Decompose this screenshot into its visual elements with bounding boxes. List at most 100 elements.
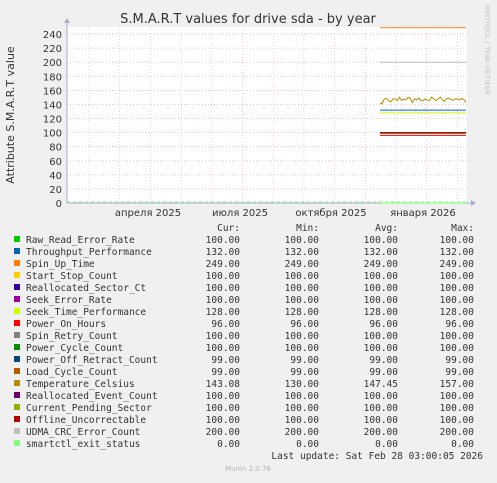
legend-swatch — [14, 260, 20, 266]
legend-value-avg: 100.00 — [364, 235, 399, 246]
legend-value-avg: 100.00 — [364, 391, 399, 402]
legend-value-max: 100.00 — [440, 271, 475, 282]
y-axis-arrow — [64, 18, 70, 23]
y-tick-label: 60 — [49, 157, 62, 168]
legend-value-cur: 132.00 — [206, 247, 241, 258]
legend-value-avg: 147.45 — [364, 379, 398, 390]
plot-area — [67, 27, 467, 203]
legend-series-name: Load_Cycle_Count — [26, 367, 118, 378]
legend-value-min: 200.00 — [285, 427, 320, 438]
legend-series-name: Power_On_Hours — [26, 319, 106, 330]
legend-value-avg: 128.00 — [364, 307, 399, 318]
legend-swatch — [14, 440, 20, 446]
legend-series-name: UDMA_CRC_Error_Count — [26, 427, 140, 438]
legend-swatch — [14, 404, 20, 410]
legend-value-cur: 200.00 — [206, 427, 241, 438]
legend-series-name: smartctl_exit_status — [26, 439, 140, 450]
legend-value-min: 100.00 — [285, 403, 320, 414]
legend-series-name: Temperature_Celsius — [26, 379, 135, 390]
legend-value-avg: 0.00 — [375, 439, 398, 450]
legend-value-avg: 99.00 — [369, 355, 398, 366]
legend-value-cur: 143.08 — [206, 379, 241, 390]
munin-footer: Munin 2.0.76 — [225, 465, 271, 473]
legend-swatch — [14, 428, 20, 434]
legend-value-max: 132.00 — [440, 247, 475, 258]
legend-series-name: Spin_Up_Time — [26, 259, 95, 270]
y-axis-label: Attribute S.M.A.R.T value — [4, 46, 17, 184]
legend-value-min: 100.00 — [285, 235, 320, 246]
legend-swatch — [14, 416, 20, 422]
legend-value-max: 99.00 — [445, 367, 474, 378]
legend-value-cur: 96.00 — [211, 319, 240, 330]
legend-series-name: Throughput_Performance — [26, 247, 152, 258]
legend-swatch — [14, 380, 20, 386]
legend-series-name: Spin_Retry_Count — [26, 331, 118, 342]
last-update: Last update: Sat Feb 28 03:00:05 2026 — [271, 451, 483, 462]
legend-series-name: Reallocated_Event_Count — [26, 391, 158, 402]
legend-value-avg: 100.00 — [364, 415, 399, 426]
y-tick-label: 220 — [43, 44, 62, 55]
legend-value-max: 200.00 — [440, 427, 475, 438]
y-tick-label: 20 — [49, 185, 62, 196]
legend-value-avg: 249.00 — [364, 259, 399, 270]
legend-value-min: 100.00 — [285, 415, 320, 426]
legend-value-min: 99.00 — [290, 355, 319, 366]
legend-series-name: Seek_Time_Performance — [26, 307, 146, 318]
legend-value-avg: 100.00 — [364, 271, 399, 282]
legend-swatch — [14, 272, 20, 278]
x-tick-label: октября 2025 — [295, 208, 366, 219]
legend-value-cur: 0.00 — [217, 439, 240, 450]
legend-value-max: 99.00 — [445, 355, 474, 366]
legend-value-min: 99.00 — [290, 367, 319, 378]
legend-value-avg: 200.00 — [364, 427, 399, 438]
legend-series-name: Offline_Uncorrectable — [26, 415, 146, 426]
legend-value-max: 100.00 — [440, 391, 475, 402]
legend-value-avg: 100.00 — [364, 343, 399, 354]
legend-swatch — [14, 236, 20, 242]
legend-value-max: 96.00 — [445, 319, 474, 330]
legend-series-name: Seek_Error_Rate — [26, 295, 112, 306]
legend-header: Max: — [451, 223, 474, 234]
legend-value-max: 0.00 — [451, 439, 474, 450]
legend-value-max: 100.00 — [440, 295, 475, 306]
legend-value-min: 100.00 — [285, 295, 320, 306]
legend-value-max: 128.00 — [440, 307, 475, 318]
legend-value-min: 132.00 — [285, 247, 320, 258]
y-tick-label: 160 — [43, 86, 62, 97]
legend-value-min: 100.00 — [285, 391, 320, 402]
legend-value-cur: 99.00 — [211, 367, 240, 378]
legend-value-min: 128.00 — [285, 307, 320, 318]
legend-swatch — [14, 248, 20, 254]
legend-value-min: 130.00 — [285, 379, 320, 390]
legend-value-cur: 128.00 — [206, 307, 241, 318]
legend-value-min: 100.00 — [285, 283, 320, 294]
x-tick-label: июля 2025 — [212, 208, 268, 219]
x-tick-label: января 2026 — [390, 208, 456, 219]
legend-swatch — [14, 344, 20, 350]
legend-header: Cur: — [217, 223, 240, 234]
x-tick-label: апреля 2025 — [115, 208, 181, 219]
legend-swatch — [14, 296, 20, 302]
legend-value-cur: 100.00 — [206, 295, 241, 306]
legend-value-max: 100.00 — [440, 283, 475, 294]
legend-value-cur: 100.00 — [206, 283, 241, 294]
legend-value-min: 100.00 — [285, 271, 320, 282]
legend-value-min: 100.00 — [285, 343, 320, 354]
legend-value-cur: 100.00 — [206, 415, 241, 426]
legend-value-cur: 100.00 — [206, 343, 241, 354]
legend-value-max: 100.00 — [440, 343, 475, 354]
legend-value-avg: 132.00 — [364, 247, 399, 258]
legend-value-avg: 100.00 — [364, 283, 399, 294]
y-tick-label: 140 — [43, 100, 62, 111]
legend-swatch — [14, 356, 20, 362]
legend-value-min: 0.00 — [296, 439, 319, 450]
rrdtool-watermark: RRDTOOL / TOBI OETIKER — [483, 5, 491, 95]
legend-value-avg: 100.00 — [364, 295, 399, 306]
y-tick-label: 40 — [49, 171, 62, 182]
legend-value-cur: 100.00 — [206, 331, 241, 342]
legend-value-max: 100.00 — [440, 403, 475, 414]
legend-swatch — [14, 392, 20, 398]
legend-value-cur: 100.00 — [206, 391, 241, 402]
